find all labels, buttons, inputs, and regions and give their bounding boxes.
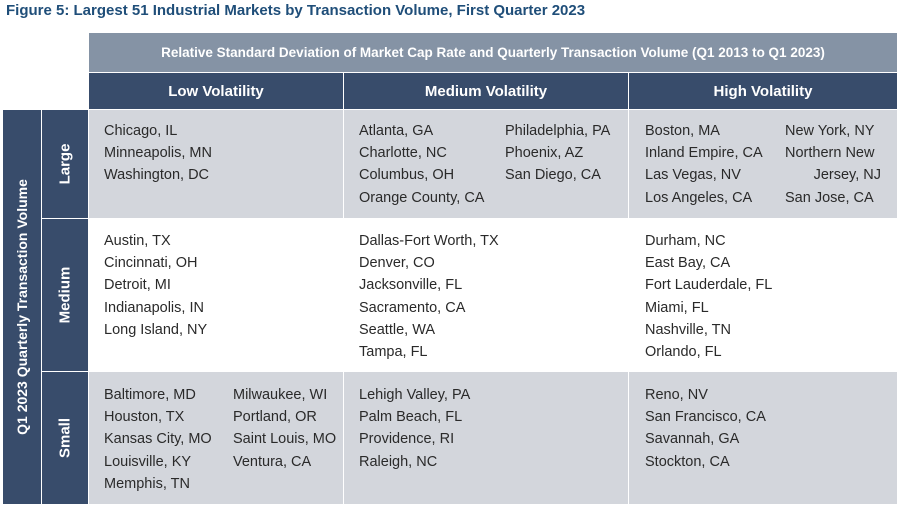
- market-name: Minneapolis, MN: [104, 145, 212, 162]
- column-header-medium-volatility: Medium Volatility: [344, 73, 628, 109]
- market-name: Durham, NC: [645, 233, 726, 249]
- figure-title: Figure 5: Largest 51 Industrial Markets …: [6, 2, 586, 19]
- market-name: Portland, OR: [233, 409, 317, 426]
- row-header-large: Large: [42, 110, 88, 218]
- market-name: Kansas City, MO: [104, 431, 212, 448]
- market-name: Louisville, KY: [104, 453, 192, 470]
- market-name: Jacksonville, FL: [359, 277, 463, 294]
- market-name: Palm Beach, FL: [359, 409, 463, 426]
- row-group-label: Q1 2023 Quarterly Transaction Volume: [14, 179, 30, 435]
- cell-list: Boston, MA Inland Empire, CA Las Vegas, NV…: [645, 120, 763, 209]
- cell-list: Lehigh Valley, PA Palm Beach, FL Providenc…: [359, 384, 470, 473]
- row-header-medium: Medium: [42, 219, 88, 371]
- market-name: Columbus, OH: [359, 167, 455, 184]
- market-name: Providence, RI: [359, 431, 455, 448]
- column-divider: [343, 73, 344, 504]
- cell-list: Austin, TX Cincinnati, OH Detroit, MI India…: [104, 230, 207, 341]
- market-name: Northern New: [785, 145, 875, 162]
- market-name: Lehigh Valley, PA: [359, 387, 471, 403]
- market-name: Boston, MA: [645, 123, 720, 139]
- market-name: New York, NY: [785, 123, 875, 139]
- cell-list: Durham, NC East Bay, CA Fort Lauderdale, F…: [645, 230, 772, 363]
- market-name: San Jose, CA: [785, 189, 874, 206]
- market-name: East Bay, CA: [645, 255, 731, 272]
- market-name: Orange County, CA: [359, 189, 485, 206]
- row-group-header: Q1 2023 Quarterly Transaction Volume: [3, 110, 41, 504]
- market-name: Atlanta, GA: [359, 123, 434, 139]
- market-name: Philadelphia, PA: [505, 123, 611, 139]
- market-name: Reno, NV: [645, 387, 708, 403]
- market-name: Inland Empire, CA: [645, 145, 763, 162]
- market-name: San Francisco, CA: [645, 409, 766, 426]
- cell-list: Chicago, IL Minneapolis, MN Washington, DC: [104, 120, 212, 187]
- market-name: Stockton, CA: [645, 453, 730, 470]
- cell-list: Atlanta, GA Charlotte, NC Columbus, OH Oran…: [359, 120, 484, 209]
- column-header-low-volatility: Low Volatility: [89, 73, 343, 109]
- market-name: Detroit, MI: [104, 277, 171, 294]
- market-name: Austin, TX: [104, 233, 171, 249]
- market-name: Cincinnati, OH: [104, 255, 198, 272]
- cell-list: Philadelphia, PA Phoenix, AZ San Diego, CA: [505, 120, 610, 187]
- row-band-small: [89, 372, 897, 504]
- cell-list: Milwaukee, WI Portland, OR Saint Louis, MO…: [233, 384, 336, 473]
- market-name: Tampa, FL: [359, 344, 428, 361]
- market-name: Dallas-Fort Worth, TX: [359, 233, 499, 249]
- market-name: Jersey, NJ: [813, 167, 881, 184]
- market-name: Las Vegas, NV: [645, 167, 741, 184]
- row-label-large: Large: [56, 143, 74, 185]
- row-band-large: [89, 110, 897, 218]
- market-name: San Diego, CA: [505, 167, 601, 184]
- market-name: Charlotte, NC: [359, 145, 447, 162]
- cell-list: Baltimore, MD Houston, TX Kansas City, MO L…: [104, 384, 212, 495]
- market-name: Saint Louis, MO: [233, 431, 337, 448]
- market-name: Milwaukee, WI: [233, 387, 328, 403]
- market-name: Long Island, NY: [104, 321, 208, 338]
- market-name: Miami, FL: [645, 299, 709, 316]
- market-name: Seattle, WA: [359, 321, 436, 338]
- market-name: Houston, TX: [104, 409, 185, 426]
- row-band-medium: [89, 219, 897, 371]
- cell-list-right-aligned: New York, NY Northern New Jersey, NJ San Jo…: [785, 120, 881, 209]
- cell-list: Reno, NV San Francisco, CA Savannah, GA Sto…: [645, 384, 766, 473]
- market-name: Nashville, TN: [645, 321, 731, 338]
- column-divider: [628, 73, 629, 504]
- market-name: Washington, DC: [104, 167, 210, 184]
- row-header-small: Small: [42, 372, 88, 504]
- column-group-header: Relative Standard Deviation of Market Ca…: [89, 33, 897, 72]
- market-name: Chicago, IL: [104, 123, 178, 139]
- market-name: Baltimore, MD: [104, 387, 196, 403]
- row-label-medium: Medium: [56, 266, 74, 324]
- market-name: Indianapolis, IN: [104, 299, 204, 316]
- cell-list: Dallas-Fort Worth, TX Denver, CO Jacksonvi…: [359, 230, 499, 363]
- market-name: Fort Lauderdale, FL: [645, 277, 773, 294]
- market-name: Ventura, CA: [233, 453, 312, 470]
- market-name: Los Angeles, CA: [645, 189, 753, 206]
- row-label-small: Small: [56, 417, 74, 459]
- market-name: Memphis, TN: [104, 475, 190, 492]
- market-name: Phoenix, AZ: [505, 145, 584, 162]
- market-name: Orlando, FL: [645, 344, 722, 361]
- market-name: Sacramento, CA: [359, 299, 466, 316]
- market-name: Raleigh, NC: [359, 453, 438, 470]
- column-header-high-volatility: High Volatility: [629, 73, 897, 109]
- market-name: Denver, CO: [359, 255, 435, 272]
- market-name: Savannah, GA: [645, 431, 740, 448]
